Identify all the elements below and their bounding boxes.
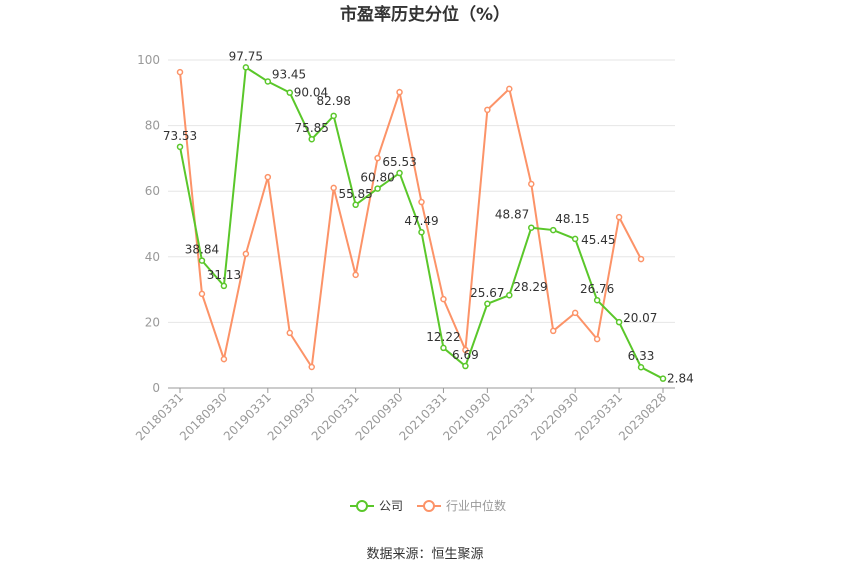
data-point xyxy=(528,224,535,231)
data-point xyxy=(286,89,294,96)
data-point xyxy=(615,213,623,221)
data-point xyxy=(506,85,513,93)
data-point xyxy=(659,375,667,382)
data-point xyxy=(264,78,272,85)
data-point xyxy=(242,250,250,258)
data-point xyxy=(176,143,184,151)
data-point xyxy=(286,329,294,337)
data-label: 55.85 xyxy=(338,187,372,201)
y-tick-label: 100 xyxy=(137,53,160,67)
y-tick-label: 60 xyxy=(145,184,160,198)
data-point xyxy=(220,355,228,363)
data-label: 65.53 xyxy=(382,155,416,169)
data-point xyxy=(462,362,469,370)
data-point xyxy=(176,68,184,76)
data-point xyxy=(637,363,645,371)
data-point xyxy=(242,64,250,71)
data-point xyxy=(549,327,557,335)
data-point xyxy=(593,296,601,304)
data-label: 20.07 xyxy=(623,311,657,325)
data-point xyxy=(374,154,381,162)
legend-marker-icon xyxy=(356,500,368,512)
data-point xyxy=(571,309,579,317)
data-label: 93.45 xyxy=(272,67,306,81)
legend-label: 行业中位数 xyxy=(446,498,506,513)
data-point xyxy=(484,106,491,114)
data-label: 28.29 xyxy=(513,280,547,294)
data-label: 82.98 xyxy=(317,94,351,108)
y-tick-label: 80 xyxy=(145,119,160,133)
data-point xyxy=(462,346,469,354)
data-label: 25.67 xyxy=(470,286,504,300)
data-label: 73.53 xyxy=(163,129,197,143)
data-point xyxy=(506,291,513,299)
data-point xyxy=(352,271,359,279)
legend: 公司 行业中位数 xyxy=(350,498,506,513)
data-point xyxy=(396,169,403,177)
data-point xyxy=(198,257,206,264)
data-label: 75.85 xyxy=(295,121,329,135)
data-label: 60.80 xyxy=(360,171,394,185)
data-point xyxy=(308,363,315,371)
data-point xyxy=(418,228,425,236)
x-tick-label: 20230828 xyxy=(616,390,669,443)
data-label: 97.75 xyxy=(229,49,263,63)
data-label: 38.84 xyxy=(185,243,219,257)
chart-title: 市盈率历史分位（%） xyxy=(340,4,510,25)
data-point xyxy=(440,344,447,352)
data-label: 48.15 xyxy=(555,212,589,226)
legend-marker-icon xyxy=(423,500,435,512)
data-label: 6.33 xyxy=(628,349,655,363)
data-label: 2.84 xyxy=(667,372,694,386)
data-point xyxy=(198,290,206,298)
data-point xyxy=(571,235,579,243)
data-label: 45.45 xyxy=(581,233,615,247)
data-label: 90.04 xyxy=(294,86,328,100)
data-label: 47.49 xyxy=(404,214,438,228)
data-source: 数据来源：恒生聚源 xyxy=(366,547,483,562)
data-point xyxy=(330,184,337,192)
data-label: 48.87 xyxy=(495,208,529,222)
y-tick-label: 40 xyxy=(145,250,160,264)
data-point xyxy=(549,226,557,234)
data-point xyxy=(220,282,228,290)
series-line-行业中位数 xyxy=(179,72,642,370)
data-point xyxy=(528,180,535,188)
data-point xyxy=(352,201,359,209)
data-point xyxy=(396,88,403,96)
data-point xyxy=(440,295,447,303)
data-point xyxy=(615,318,623,326)
data-label: 31.13 xyxy=(207,268,241,282)
data-point xyxy=(330,112,337,120)
data-point xyxy=(418,198,425,206)
data-point xyxy=(637,255,645,263)
y-tick-label: 0 xyxy=(152,381,160,395)
data-label: 6.69 xyxy=(452,348,479,362)
y-tick-label: 20 xyxy=(145,315,160,329)
data-label: 26.76 xyxy=(580,282,614,296)
data-point xyxy=(264,173,272,181)
legend-label: 公司 xyxy=(379,499,403,513)
data-point xyxy=(374,185,381,192)
data-label: 12.22 xyxy=(426,330,460,344)
data-point xyxy=(308,135,315,143)
data-point xyxy=(593,335,601,343)
data-point xyxy=(484,300,491,308)
